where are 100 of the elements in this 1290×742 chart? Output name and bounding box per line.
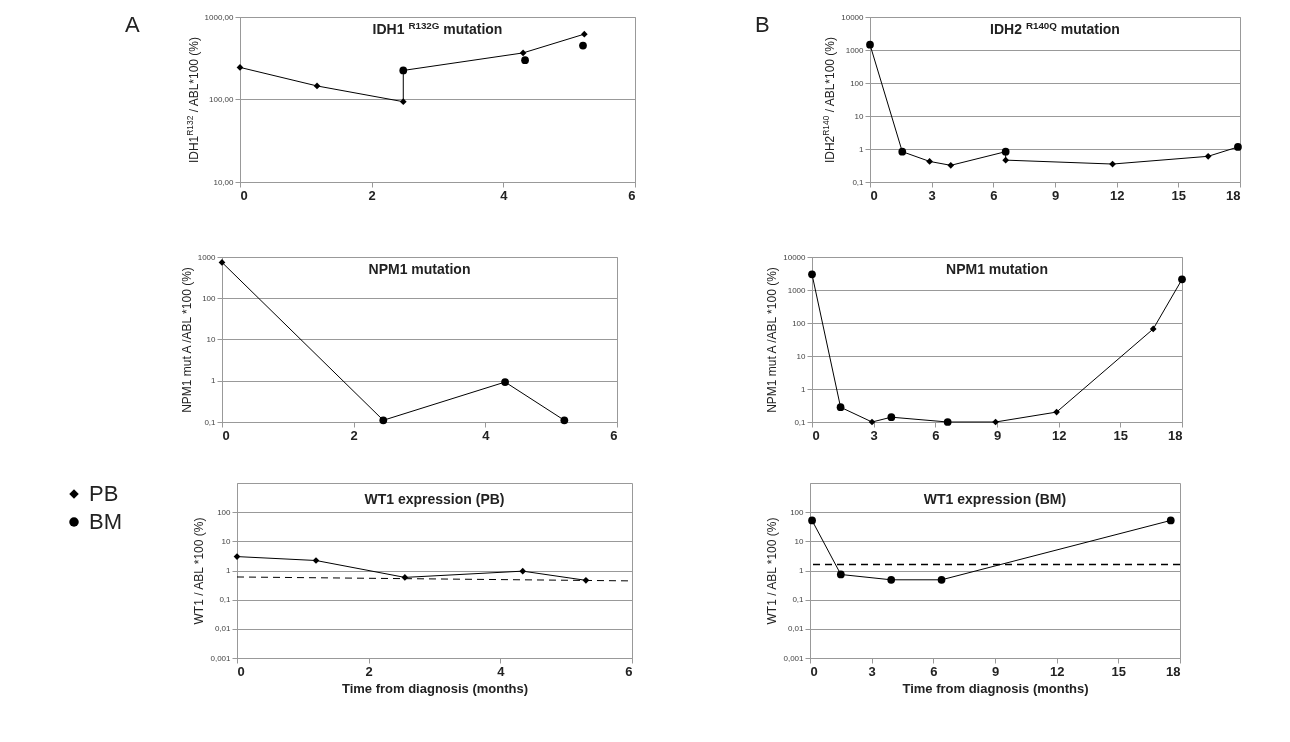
x-tick-label: 0 <box>812 427 820 443</box>
y-axis-title: NPM1 mut A /ABL *100 (%) <box>765 267 780 413</box>
point <box>1002 156 1010 164</box>
x-tick-label: 0 <box>240 187 248 203</box>
x-tick-label: 18 <box>1226 187 1241 203</box>
point <box>580 30 588 38</box>
y-tick-label: 10 <box>221 536 232 546</box>
x-tick-label: 0 <box>870 187 878 203</box>
y-tick-label: 0,1 <box>219 595 232 605</box>
x-tick-label: 6 <box>932 427 940 443</box>
point <box>943 418 952 426</box>
point <box>582 576 590 584</box>
x-tick-label: 12 <box>1109 187 1125 203</box>
y-tick-label: 100 <box>790 507 805 517</box>
point <box>1053 408 1060 416</box>
y-tick-label: 10000 <box>841 12 865 22</box>
y-tick-label: 100 <box>217 507 232 517</box>
y-tick-label: 10 <box>796 351 807 361</box>
x-tick-label: 9 <box>1051 187 1060 203</box>
point <box>1234 143 1242 151</box>
point <box>947 161 955 169</box>
point <box>579 41 587 50</box>
point <box>1178 275 1186 284</box>
x-tick-label: 2 <box>368 187 376 203</box>
x-tick-label: 4 <box>497 663 506 679</box>
point <box>560 416 569 425</box>
x-tick-label: 6 <box>628 187 636 203</box>
y-tick-label: 0,001 <box>783 653 805 663</box>
y-tick-label: 10 <box>794 536 805 546</box>
y-tick-label: 10 <box>206 335 217 344</box>
x-tick-label: 15 <box>1111 663 1127 679</box>
point <box>501 378 509 386</box>
y-tick-label: 10,00 <box>213 177 235 187</box>
point <box>401 574 409 581</box>
x-tick-label: 12 <box>1049 663 1065 679</box>
point <box>1166 516 1175 525</box>
y-tick-label: 10 <box>854 111 865 121</box>
x-tick-label: 18 <box>1168 427 1183 443</box>
text: WT1 expression (PB) <box>364 491 505 507</box>
y-tick-label: 100 <box>202 293 217 303</box>
y-tick-label: 10000 <box>783 252 807 262</box>
y-axis-title: WT1 / ABL *100 (%) <box>765 517 780 625</box>
x-axis-title: Time from diagnosis (months) <box>341 680 529 696</box>
x-tick-label: 9 <box>993 427 1002 443</box>
point <box>1204 152 1212 160</box>
y-tick-label: 1 <box>801 384 807 394</box>
y-tick-label: 100 <box>792 318 807 328</box>
x-tick-label: 4 <box>482 427 491 443</box>
point <box>519 49 527 57</box>
x-tick-label: 6 <box>625 663 633 679</box>
point <box>521 56 529 64</box>
y-tick-label: 0,01 <box>214 624 232 634</box>
y-tick-label: 1 <box>211 376 217 386</box>
legend-label: PB <box>89 481 119 506</box>
chart-title: IDH1 $^{R132G}$ mutation <box>372 19 503 37</box>
y-tick-label: 1 <box>859 144 865 154</box>
y-tick-label: 0,1 <box>852 177 865 187</box>
y-tick-label: 1000,00 <box>204 12 235 22</box>
point <box>399 66 408 75</box>
y-tick-label: 1 <box>799 566 805 575</box>
point <box>836 403 845 412</box>
text: B <box>755 12 770 37</box>
y-tick-label: 1000 <box>787 285 807 295</box>
point <box>887 413 896 422</box>
y-tick-label: 0,001 <box>210 653 232 663</box>
y-tick-label: 1000 <box>197 252 217 262</box>
chart-title: NPM1 mutation <box>946 261 1048 277</box>
point <box>519 567 527 575</box>
text: WT1 expression (BM) <box>923 491 1067 507</box>
chart-title: IDH2 $^{R140Q}$ mutation <box>990 19 1120 37</box>
y-tick-label: 0,01 <box>787 624 805 634</box>
x-tick-label: 12 <box>1051 427 1067 443</box>
x-tick-label: 2 <box>365 663 373 679</box>
x-tick-label: 15 <box>1171 187 1187 203</box>
y-axis-title: NPM1 mut A /ABL *100 (%) <box>179 267 194 413</box>
chart-title: NPM1 mutation <box>368 261 471 277</box>
x-tick-label: 4 <box>500 187 509 203</box>
point <box>808 270 816 279</box>
x-tick-label: 3 <box>868 663 876 679</box>
point <box>399 98 407 106</box>
point <box>1001 147 1010 156</box>
point <box>1149 325 1157 333</box>
x-tick-label: 15 <box>1113 427 1129 443</box>
x-tick-label: 9 <box>991 663 1000 679</box>
point <box>313 82 321 90</box>
legend-label: BM <box>89 509 122 534</box>
y-tick-label: 0,1 <box>204 417 217 427</box>
x-tick-label: 2 <box>350 427 358 443</box>
text: A <box>125 12 140 37</box>
point <box>937 575 946 584</box>
point <box>379 416 388 425</box>
point <box>887 575 896 584</box>
y-tick-label: 0,1 <box>792 595 805 605</box>
x-axis-title: Time from diagnosis (months) <box>902 680 1089 696</box>
point <box>808 516 816 525</box>
y-tick-label: 1 <box>226 566 232 575</box>
point <box>926 158 933 165</box>
point <box>836 570 845 579</box>
y-tick-label: 0,1 <box>794 417 807 427</box>
x-tick-label: 3 <box>870 427 878 443</box>
